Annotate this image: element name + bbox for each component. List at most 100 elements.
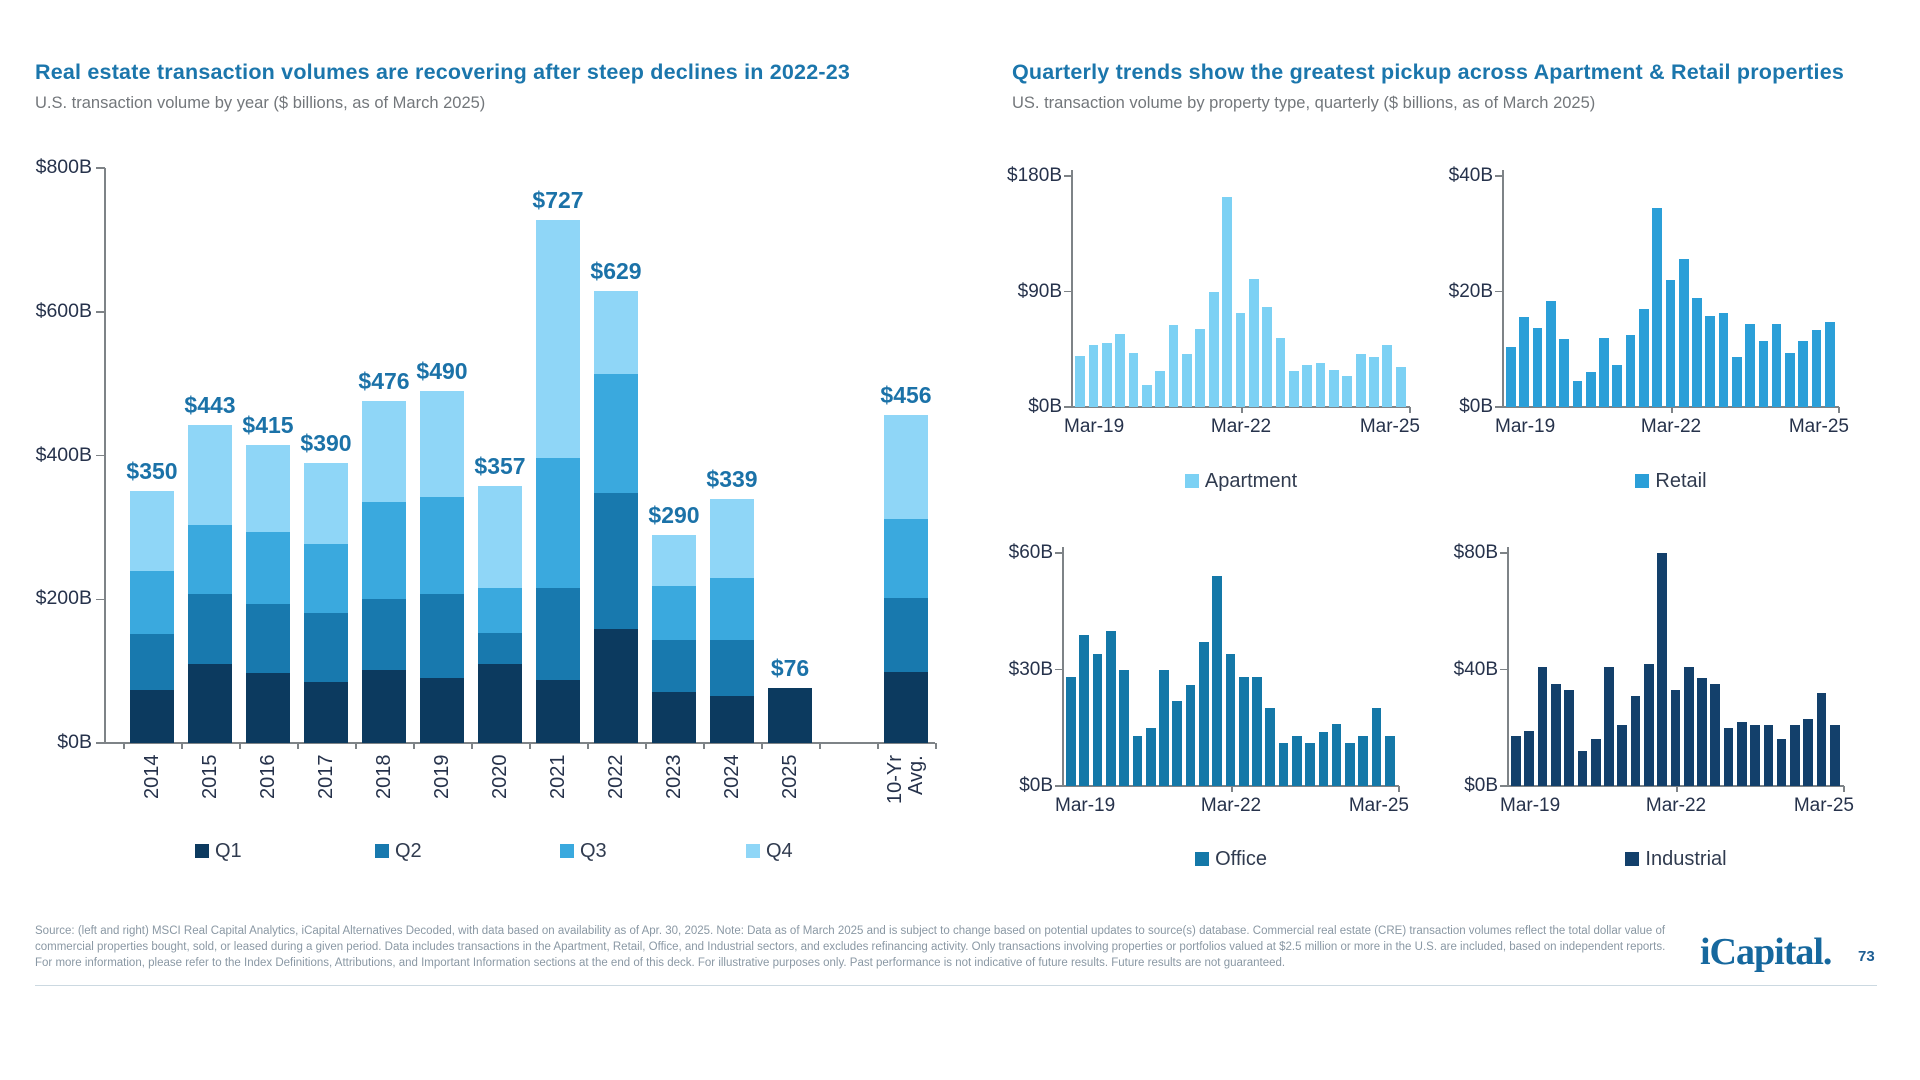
bar-retail: [1718, 312, 1729, 407]
bar-apartment: [1168, 324, 1179, 407]
bar-apartment: [1355, 354, 1366, 407]
y-axis-line: [1071, 170, 1073, 408]
x-tick-label: Mar-19: [1495, 416, 1556, 437]
bar-retail: [1546, 300, 1556, 407]
x-axis-line: [1071, 406, 1410, 408]
bar-office: [1092, 653, 1103, 786]
bar-industrial: [1590, 739, 1601, 786]
bar-apartment: [1302, 364, 1313, 407]
y-tick: [1500, 785, 1508, 787]
bar-apartment: [1142, 385, 1152, 407]
legend-item-q1: Q1: [195, 840, 242, 863]
legend-swatch-q1: [195, 844, 209, 858]
legend-item-industrial: Industrial: [1625, 848, 1727, 870]
legend-item-q3: Q3: [560, 840, 607, 863]
bar-apartment: [1195, 328, 1206, 407]
bar-industrial: [1763, 724, 1774, 786]
x-tick-label: Mar-25: [1348, 795, 1409, 816]
y-tick: [96, 311, 105, 313]
y-tick-label: $60B: [1008, 542, 1053, 563]
y-tick: [1495, 406, 1503, 408]
bar-segment-q4: [362, 400, 406, 502]
bar-office: [1172, 700, 1183, 786]
bar-apartment: [1128, 353, 1139, 407]
x-tick: [877, 743, 879, 749]
x-tick: [1398, 786, 1400, 792]
x-tick-label: Mar-25: [1793, 795, 1854, 816]
legend-item-q4: Q4: [746, 840, 793, 863]
bar-apartment: [1182, 354, 1192, 407]
bar-segment-q3: [652, 585, 696, 640]
bar-segment-q1: [362, 669, 406, 743]
bar-apartment: [1208, 291, 1219, 407]
y-tick-label: $90B: [1017, 280, 1062, 302]
bar-office: [1252, 677, 1262, 786]
bar-segment-q1: [130, 689, 174, 743]
x-tick: [1843, 786, 1845, 792]
bar-industrial: [1723, 727, 1734, 786]
bar-office: [1199, 642, 1209, 786]
bar-industrial: [1736, 721, 1747, 786]
y-tick: [96, 454, 105, 457]
bar-retail: [1798, 340, 1809, 407]
bar-retail: [1532, 327, 1543, 407]
bar-industrial: [1551, 684, 1561, 786]
bar-apartment: [1235, 313, 1246, 407]
bar-retail: [1745, 323, 1755, 407]
bar-office: [1145, 727, 1156, 786]
bar-retail: [1665, 279, 1676, 407]
bar-segment-q2: [594, 492, 638, 630]
bar-industrial: [1750, 724, 1760, 786]
apartment-quarterly-chart: $0B $90B $180B Mar-19 Mar-22 Mar-25: [1007, 165, 1420, 437]
legend-item-q2: Q2: [375, 840, 422, 863]
x-tick: [471, 743, 473, 749]
bar-total-label: $727: [532, 187, 584, 214]
y-tick: [1064, 290, 1072, 293]
bar-segment-q4: [710, 499, 754, 579]
y-tick: [1055, 785, 1063, 787]
y-tick: [1495, 290, 1503, 293]
legend-label-apartment: Apartment: [1204, 470, 1298, 492]
bar-total-label: $357: [474, 453, 526, 480]
x-tick: [935, 743, 937, 749]
bar-total-label: $76: [770, 655, 810, 682]
bar-total-label: $390: [300, 429, 352, 456]
bar-apartment: [1342, 376, 1353, 407]
bar-segment-q2: [188, 593, 232, 664]
page-number: 73: [1858, 948, 1875, 965]
bar-segment-q2: [652, 639, 696, 692]
x-tick-label: Mar-19: [1064, 416, 1125, 437]
bar-office: [1265, 708, 1276, 786]
y-tick-label: $80B: [1453, 542, 1498, 563]
bar-segment-q1: [536, 680, 580, 743]
x-tick-label: Mar-25: [1359, 416, 1420, 437]
bar-office: [1079, 634, 1090, 786]
industrial-quarterly-chart: $0B $40B $80B Mar-19 Mar-22 Mar-25: [1454, 542, 1854, 816]
bar-segment-q1: [246, 673, 290, 743]
bar-total-label: $443: [184, 391, 236, 418]
x-tick: [297, 743, 299, 749]
bar-industrial: [1683, 666, 1694, 786]
x-tick: [529, 743, 531, 749]
bar-retail: [1572, 381, 1583, 407]
y-tick: [1500, 552, 1508, 554]
x-tick-label: Mar-22: [1210, 416, 1272, 437]
retail-quarterly-chart: $0B $20B $40B Mar-19 Mar-22 Mar-25: [1449, 165, 1849, 437]
bar-segment-q1: [188, 663, 232, 743]
left-chart-subtitle: U.S. transaction volume by year ($ billi…: [35, 94, 486, 112]
bar-segment-q3: [594, 374, 638, 493]
y-tick: [96, 598, 105, 600]
bar-industrial: [1644, 663, 1654, 786]
x-tick: [123, 743, 125, 749]
bar-segment-q4: [884, 415, 928, 519]
y-axis-line: [1062, 547, 1064, 787]
bar-segment-q3: [304, 543, 348, 613]
bar-segment-q4: [478, 486, 522, 589]
x-tick: [1241, 407, 1243, 413]
right-chart-title: Quarterly trends show the greatest picku…: [1012, 60, 1845, 84]
office-quarterly-chart: $0B $30B $60B Mar-19 Mar-22 Mar-25: [1009, 542, 1409, 816]
bar-apartment: [1329, 369, 1339, 407]
bar-apartment: [1395, 367, 1406, 407]
bar-total-label: $629: [590, 257, 642, 284]
bar-total-label: $415: [242, 411, 294, 438]
